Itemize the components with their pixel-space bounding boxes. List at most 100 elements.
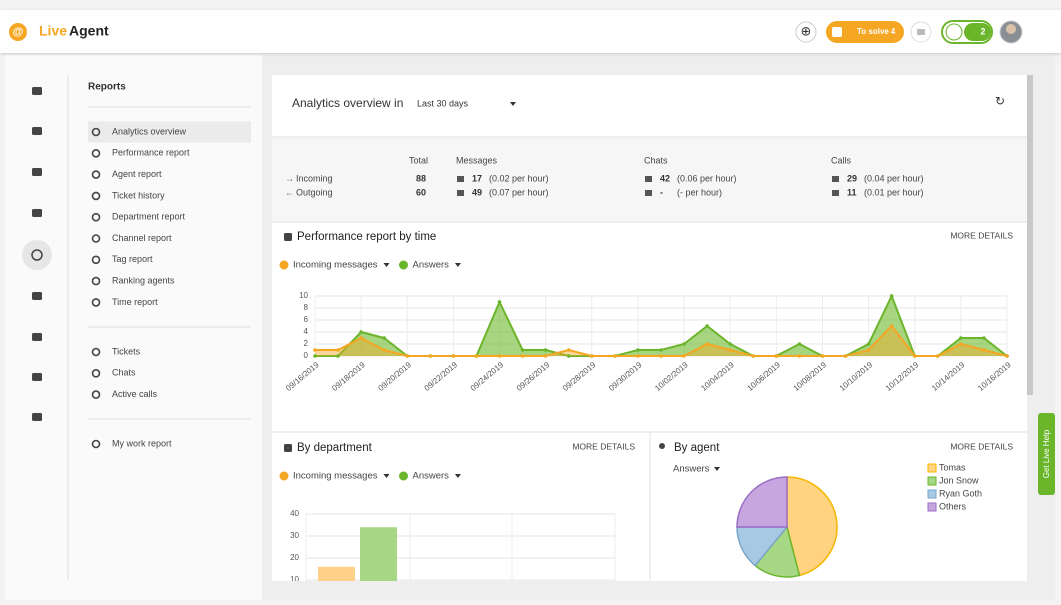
nav-icon[interactable] [32, 292, 42, 300]
data-point [797, 342, 802, 346]
data-point [912, 354, 917, 358]
data-point [936, 354, 940, 358]
menu-item[interactable]: Active calls [112, 389, 158, 399]
nav-icon[interactable] [32, 127, 42, 135]
scrollbar[interactable] [1027, 75, 1033, 395]
data-point [1005, 354, 1009, 358]
legend-label: Ryan Goth [939, 488, 982, 498]
area-fill [315, 326, 1007, 356]
chats-rate: (- per hour) [677, 187, 722, 197]
y-tick-label: 2 [304, 339, 309, 348]
add-glyph: ⊕ [801, 23, 812, 38]
legend-caret[interactable] [383, 474, 390, 478]
bar [360, 527, 397, 581]
menu-item-active [88, 121, 251, 143]
period-caret[interactable] [510, 102, 516, 106]
refresh-button[interactable]: ↻ [995, 94, 1005, 108]
y-tick-label: 20 [290, 553, 299, 562]
live-help-tab[interactable] [1038, 413, 1055, 495]
data-point [659, 348, 663, 352]
more-details[interactable]: MORE DETAILS [572, 441, 635, 451]
calls-icon [832, 190, 839, 196]
data-point [774, 354, 779, 358]
more-details[interactable]: MORE DETAILS [950, 441, 1013, 451]
legend-label[interactable]: Answers [412, 471, 449, 482]
to-solve-count: 4 [891, 27, 896, 36]
menu-item[interactable]: Ranking agents [112, 275, 175, 285]
pie-slice [786, 476, 838, 577]
data-point [590, 354, 594, 358]
nav-icon[interactable] [32, 87, 42, 95]
menu-icon [91, 368, 101, 378]
nav-icon[interactable] [32, 413, 42, 421]
overview-title: Analytics overview in [292, 96, 403, 110]
menu-item[interactable]: Tag report [112, 254, 153, 264]
logo-second: Agent [69, 23, 109, 39]
legend-label[interactable]: Answers [412, 260, 449, 271]
data-point [682, 342, 686, 346]
data-point [820, 354, 825, 358]
data-point [959, 336, 963, 340]
data-point [636, 354, 640, 358]
menu-item[interactable]: Tickets [112, 346, 141, 356]
chats-rate: (0.06 per hour) [677, 173, 737, 183]
row-total: 60 [416, 187, 426, 197]
legend-caret[interactable] [454, 474, 461, 478]
legend-caret[interactable] [454, 263, 461, 267]
nav-icon[interactable] [32, 333, 42, 341]
legend-swatch [927, 463, 937, 473]
legend-caret[interactable] [383, 263, 390, 267]
menu-item[interactable]: Ticket history [112, 190, 165, 200]
data-point [636, 348, 640, 352]
menu-item[interactable]: Agent report [112, 169, 162, 179]
measure-caret[interactable] [714, 467, 720, 471]
pie-slice [736, 476, 788, 528]
nav-icon[interactable] [31, 249, 43, 261]
menu-item[interactable]: Performance report [112, 148, 190, 158]
menu-icon [91, 234, 101, 243]
calls-rate: (0.04 per hour) [864, 173, 924, 183]
logo-icon [9, 23, 27, 41]
calls-phone [945, 23, 963, 41]
chart-title: By agent [674, 442, 720, 454]
menu-icon [91, 212, 101, 222]
column-header: Total [409, 155, 428, 165]
data-point [405, 354, 410, 358]
active-icon-bg [22, 240, 52, 270]
nav-icon[interactable] [32, 373, 42, 381]
more-details[interactable]: MORE DETAILS [950, 230, 1013, 240]
to-solve-button[interactable] [826, 21, 904, 43]
nav-icon[interactable] [32, 168, 42, 176]
menu-item[interactable]: My work report [112, 438, 172, 448]
y-tick-label: 4 [304, 327, 309, 336]
add-button[interactable] [795, 21, 817, 43]
measure-select[interactable]: Answers [673, 464, 710, 475]
data-point [313, 348, 317, 352]
legend-label[interactable]: Incoming messages [293, 471, 378, 482]
chart-title: Performance report by time [297, 231, 436, 243]
menu-item[interactable]: Department report [112, 212, 186, 222]
data-point [451, 354, 456, 358]
menu-item[interactable]: Channel report [112, 233, 172, 243]
legend-label[interactable]: Incoming messages [293, 260, 378, 271]
legend-marker [398, 260, 408, 270]
calls-count: 2 [980, 26, 985, 36]
data-point [705, 324, 709, 328]
calls-icon [832, 176, 839, 182]
data-point [889, 294, 894, 298]
logo-glyph: @ [13, 26, 24, 38]
icon-sidebar [22, 87, 52, 421]
chats-count: - [660, 187, 663, 197]
nav-icon[interactable] [32, 209, 42, 217]
period-select[interactable]: Last 30 days [417, 98, 469, 108]
menu-item[interactable]: Chats [112, 368, 136, 378]
menu-icon [91, 127, 101, 137]
calls-pill [964, 23, 991, 41]
data-point [497, 354, 502, 358]
menu-item[interactable]: Analytics overview [112, 126, 187, 136]
data-point [566, 348, 571, 352]
data-point [982, 336, 986, 340]
menu-item[interactable]: Time report [112, 297, 158, 307]
